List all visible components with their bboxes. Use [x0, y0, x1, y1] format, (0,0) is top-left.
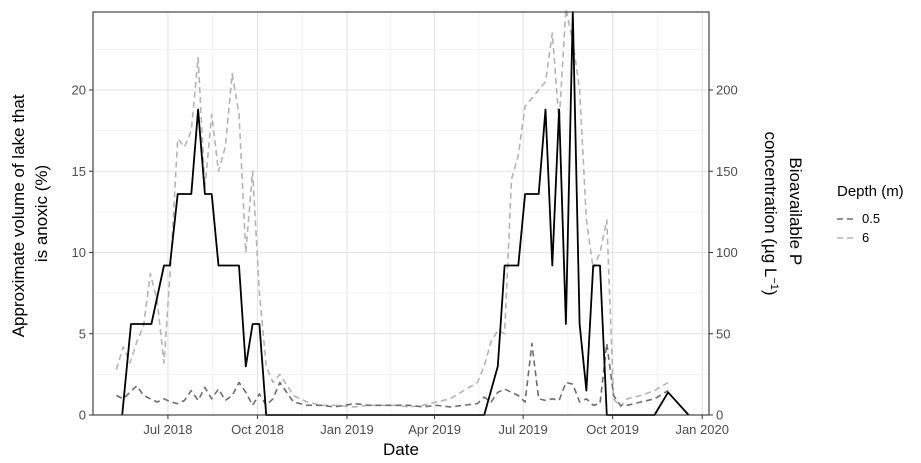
x-axis-title: Date: [383, 440, 419, 459]
series-line-anoxic-volume: [121, 11, 690, 416]
legend-label-6: 6: [862, 230, 869, 245]
right-y-axis-title-line-2: concentration (µg L−1): [761, 131, 780, 295]
series-line-depth-0.5: [116, 342, 669, 408]
left-y-axis-title-line-1: Approximate volume of lake that: [9, 94, 28, 337]
gridlines: [93, 12, 709, 416]
right-y-axis-title-unit: concentration (µg L: [761, 131, 780, 277]
right-y-tick-label: 150: [716, 164, 738, 179]
left-y-tick-label: 5: [79, 326, 86, 341]
x-tick-label: Apr 2019: [408, 422, 461, 437]
left-y-axis-title-line-2: is anoxic (%): [32, 165, 51, 262]
right-y-axis-title-exponent: −1: [768, 277, 780, 290]
legend: Depth (m) 0.5 6: [837, 183, 904, 245]
plot-panel: [93, 12, 709, 415]
series-lines: [115, 8, 690, 416]
right-y-tick-label: 100: [716, 245, 738, 260]
left-y-tick-label: 15: [72, 164, 86, 179]
x-tick-label: Oct 2019: [586, 422, 639, 437]
left-y-tick-label: 10: [72, 245, 86, 260]
x-tick-label: Jan 2019: [320, 422, 374, 437]
right-y-axis-title-close: ): [761, 290, 780, 296]
right-y-tick-label: 200: [716, 83, 738, 98]
legend-label-0.5: 0.5: [862, 211, 880, 226]
x-tick-label: Oct 2018: [231, 422, 284, 437]
left-y-axis-title: Approximate volume of lake that is anoxi…: [9, 90, 51, 338]
right-y-axis-title: Bioavailable P concentration (µg L−1): [761, 131, 805, 295]
x-tick-label: Jul 2019: [499, 422, 548, 437]
right-y-tick-label: 50: [716, 326, 730, 341]
panel-border: [92, 11, 710, 416]
left-y-tick-label: 20: [72, 83, 86, 98]
legend-title: Depth (m): [837, 183, 904, 200]
right-y-tick-label: 0: [716, 408, 723, 423]
left-y-tick-label: 0: [79, 408, 86, 423]
x-tick-label: Jan 2020: [675, 422, 729, 437]
right-y-axis-title-line-1: Bioavailable P: [786, 157, 805, 264]
axes: Jul 2018 Oct 2018 Jan 2019 Apr 2019 Jul 2019…: [72, 11, 738, 437]
x-tick-label: Jul 2018: [143, 422, 192, 437]
